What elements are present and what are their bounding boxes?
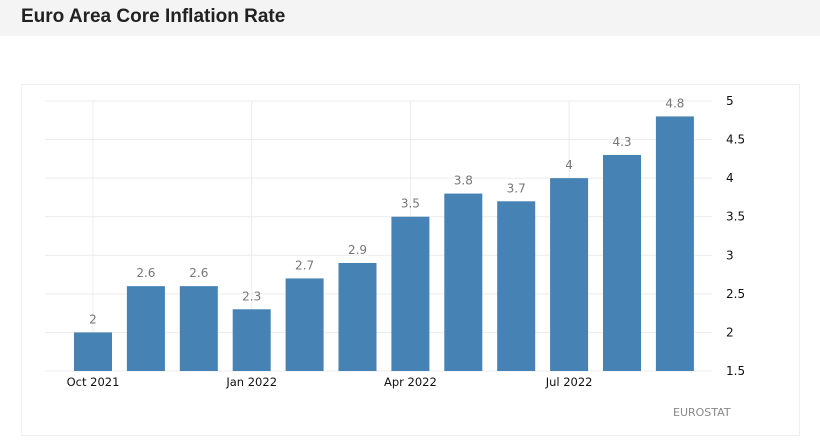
header-bar: Euro Area Core Inflation Rate: [0, 0, 820, 36]
data-label: 4.8: [665, 96, 684, 110]
y-tick-label: 3: [726, 248, 734, 262]
y-tick-label: 2: [726, 325, 734, 339]
page-title: Euro Area Core Inflation Rate: [21, 6, 286, 27]
y-tick-label: 4.5: [726, 133, 745, 147]
bar: [232, 309, 271, 371]
y-tick-label: 5: [726, 94, 734, 108]
y-tick-label: 1.5: [726, 364, 745, 378]
bar: [74, 332, 112, 371]
bar: [179, 286, 218, 371]
data-label: 2.6: [136, 266, 155, 280]
y-tick-label: 4: [726, 171, 734, 185]
data-label: 3.8: [454, 174, 473, 188]
data-label: 2.3: [242, 289, 261, 303]
y-tick-label: 2.5: [726, 287, 745, 301]
bar: [126, 286, 165, 371]
data-label: 3.7: [507, 181, 526, 195]
bar: [497, 201, 536, 371]
data-label: 4.3: [612, 135, 631, 149]
bar: [444, 193, 483, 371]
chart-panel: [21, 84, 800, 436]
data-label: 2: [89, 312, 97, 326]
source-label: EUROSTAT: [673, 406, 731, 419]
x-tick-label: Apr 2022: [384, 375, 437, 389]
data-label: 4: [565, 158, 573, 172]
x-tick-label: Jan 2022: [225, 375, 277, 389]
data-label: 2.6: [189, 266, 208, 280]
x-tick-label: Jul 2022: [545, 375, 593, 389]
bar: [391, 216, 430, 371]
x-tick-label: Oct 2021: [67, 375, 120, 389]
bar: [285, 278, 324, 371]
data-label: 3.5: [401, 197, 420, 211]
bar: [550, 178, 589, 371]
data-label: 2.7: [295, 258, 314, 272]
bar: [338, 263, 377, 371]
data-label: 2.9: [348, 243, 367, 257]
y-tick-label: 3.5: [726, 210, 745, 224]
bar: [655, 116, 694, 371]
bar: [603, 155, 641, 371]
